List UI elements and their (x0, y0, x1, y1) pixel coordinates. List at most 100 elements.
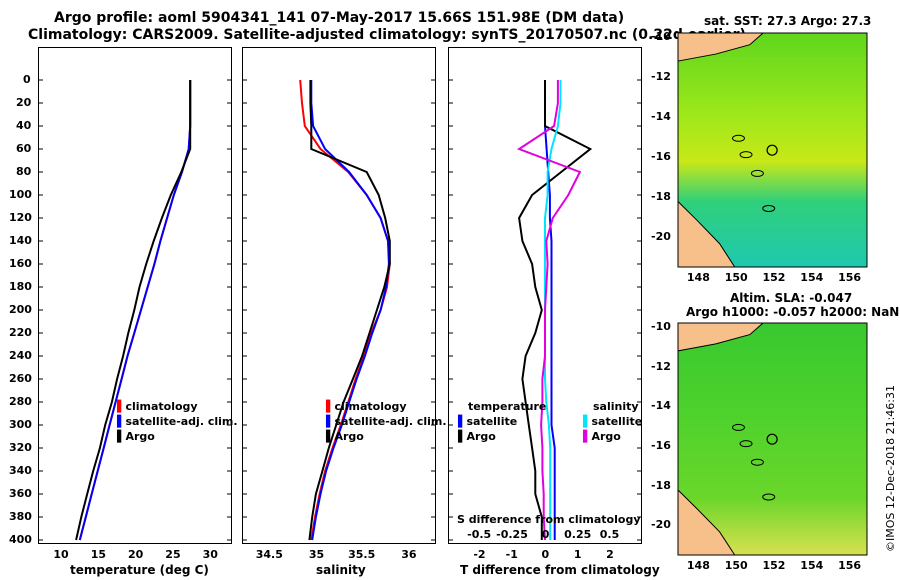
temp-legend-satellite: ▌satellite-adj. clim. (117, 415, 238, 428)
s-difference-tick: 0.5 (599, 528, 620, 541)
diff-legend-temp-title: temperature (468, 400, 547, 413)
difference-x-tick: -2 (473, 548, 486, 561)
depth-tick: 80 (16, 165, 32, 178)
depth-tick: 260 (9, 372, 32, 385)
depth-tick: 400 (9, 533, 32, 546)
sla-map (677, 322, 868, 556)
map-lat-tick: -20 (651, 518, 671, 532)
title-line-1: Argo profile: aoml 5904341_141 07-May-20… (54, 10, 625, 26)
map-lat-tick: -10 (651, 30, 671, 43)
salinity-x-tick: 35 (308, 548, 325, 561)
map-lon-tick: 152 (762, 271, 786, 284)
island-outline (739, 151, 753, 159)
depth-tick: 340 (9, 464, 32, 477)
island-outline (731, 423, 745, 431)
map-field (678, 33, 867, 267)
s-difference-tick: 0.25 (564, 528, 592, 541)
diff-legend-sal-argo: ▌Argo (583, 430, 621, 443)
s-difference-tick: -0.25 (496, 528, 528, 541)
series-line-temperature-argo (518, 80, 593, 540)
diff-legend-temp-satellite: ▌satellite (458, 415, 518, 428)
sst-map (677, 32, 868, 268)
map-lat-tick: -12 (651, 70, 671, 83)
difference-x-tick: 0 (541, 548, 550, 561)
sla-map-title-2: Argo h1000: -0.057 h2000: NaN (686, 305, 900, 319)
map-lon-tick: 156 (838, 271, 862, 284)
depth-tick: 180 (9, 280, 32, 293)
series-line-temperature-satellite (544, 80, 556, 540)
diff-legend-sal-title: salinity (593, 400, 639, 413)
map-lat-tick: -12 (651, 359, 671, 373)
temperature-x-label: temperature (deg C) (70, 563, 209, 577)
map-lon-tick: 152 (762, 559, 786, 572)
temp-legend-argo: ▌Argo (117, 430, 155, 443)
island-outline (750, 458, 764, 466)
series-line-satellite-adj-clim- (310, 80, 390, 541)
temperature-x-tick: 15 (90, 548, 106, 561)
depth-tick: 0 (23, 73, 31, 86)
depth-tick: 320 (9, 441, 32, 454)
temperature-panel (38, 47, 232, 544)
depth-tick: 160 (9, 257, 32, 270)
sal-legend-satellite: ▌satellite-adj. clim. (326, 415, 447, 428)
temperature-x-tick: 25 (165, 548, 181, 561)
s-difference-tick: 0 (541, 528, 550, 541)
map-field (678, 323, 867, 555)
depth-tick: 140 (9, 234, 32, 247)
map-lon-tick: 148 (686, 559, 710, 572)
map-lon-tick: 150 (724, 271, 748, 284)
map-lat-tick: -10 (651, 319, 671, 333)
depth-tick: 380 (9, 510, 32, 523)
map-lon-tick: 148 (686, 271, 710, 284)
difference-x-label: T difference from climatology (460, 563, 660, 577)
salinity-x-label: salinity (316, 563, 366, 577)
sal-legend-climatology: ▌climatology (326, 400, 407, 413)
island-outline (731, 134, 745, 142)
depth-tick: 240 (9, 349, 32, 362)
map-lon-tick: 154 (800, 271, 824, 284)
temperature-x-tick: 10 (53, 548, 69, 561)
island-outline (762, 493, 776, 501)
map-frame (677, 32, 868, 268)
temperature-x-tick: 20 (128, 548, 144, 561)
depth-tick: 40 (16, 119, 32, 132)
imos-credit: ©IMOS 12-Dec-2018 21:46:31 (884, 385, 897, 552)
temperature-plot (38, 79, 232, 541)
difference-x-tick: 1 (573, 548, 582, 561)
map-lat-tick: -14 (651, 399, 671, 413)
depth-tick: 220 (9, 326, 32, 339)
difference-x-tick: 2 (606, 548, 614, 561)
difference-x-tick: -1 (505, 548, 518, 561)
map-lat-tick: -18 (651, 478, 671, 492)
salinity-panel (242, 47, 436, 544)
map-lon-tick: 156 (838, 559, 862, 572)
series-line-salinity-argo (516, 80, 582, 541)
island-outline (750, 169, 764, 177)
depth-tick: 200 (9, 303, 32, 316)
map-frame (677, 322, 868, 556)
temp-legend-climatology: ▌climatology (117, 400, 198, 413)
argo-position-marker (766, 433, 778, 445)
map-lat-tick: -14 (651, 110, 671, 123)
depth-tick: 300 (9, 418, 32, 431)
depth-tick: 100 (9, 188, 32, 201)
sla-map-title-1: Altim. SLA: -0.047 (730, 291, 853, 305)
sal-legend-argo: ▌Argo (326, 430, 364, 443)
island-outline (739, 440, 753, 448)
map-lon-tick: 150 (724, 559, 748, 572)
salinity-plot (242, 79, 436, 541)
s-difference-label: S difference from climatology (457, 513, 641, 526)
salinity-x-tick: 36 (401, 548, 417, 561)
map-lat-tick: -20 (651, 230, 671, 243)
salinity-x-tick: 34.5 (255, 548, 283, 561)
title-line-2: Climatology: CARS2009. Satellite-adjuste… (28, 27, 746, 43)
depth-tick: 360 (9, 487, 32, 500)
series-line-argo (308, 80, 391, 541)
depth-tick: 20 (16, 96, 32, 109)
diff-legend-sal-satellite: ▌satellite (583, 415, 643, 428)
depth-tick: 60 (16, 142, 32, 155)
depth-tick: 120 (9, 211, 32, 224)
temperature-x-tick: 30 (202, 548, 218, 561)
s-difference-tick: -0.5 (467, 528, 492, 541)
diff-legend-temp-argo: ▌Argo (458, 430, 496, 443)
